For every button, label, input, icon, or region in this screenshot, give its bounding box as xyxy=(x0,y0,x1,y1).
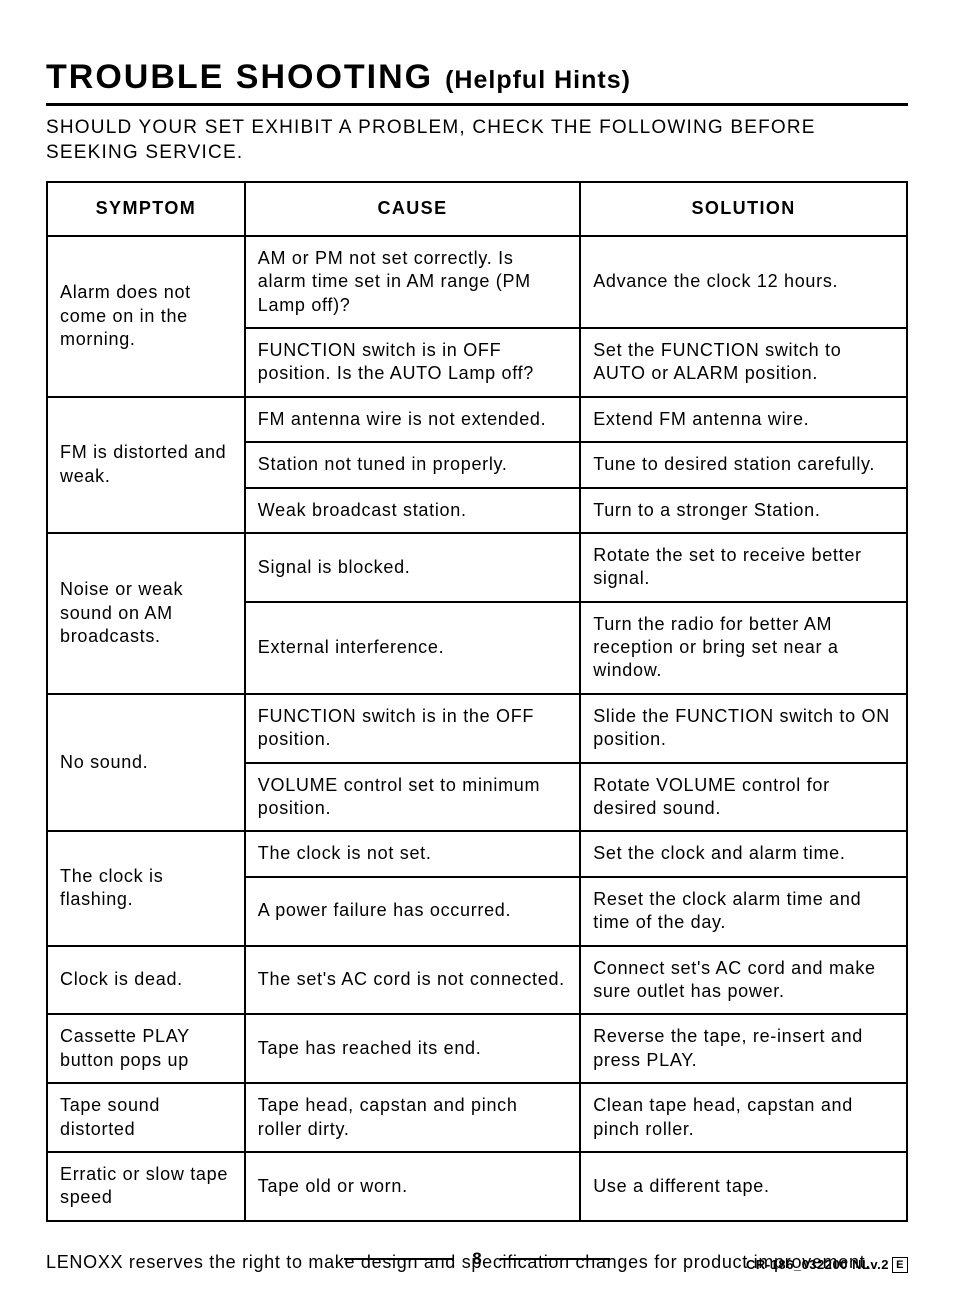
cell-cause: FUNCTION switch is in the OFF position. xyxy=(245,694,580,763)
cell-cause: Signal is blocked. xyxy=(245,533,580,602)
page-title-main: TROUBLE SHOOTING xyxy=(46,58,433,97)
footer-rule-left xyxy=(344,1258,454,1260)
page: TROUBLE SHOOTING (Helpful Hints) SHOULD … xyxy=(0,0,954,1313)
cell-solution: Rotate VOLUME control for desired sound. xyxy=(580,763,907,832)
table-row: Tape sound distortedTape head, capstan a… xyxy=(47,1083,907,1152)
troubleshooting-table: SYMPTOM CAUSE SOLUTION Alarm does not co… xyxy=(46,181,908,1221)
cell-solution: Slide the FUNCTION switch to ON position… xyxy=(580,694,907,763)
table-header-row: SYMPTOM CAUSE SOLUTION xyxy=(47,182,907,235)
cell-cause: FM antenna wire is not extended. xyxy=(245,397,580,442)
table-row: FM is distorted and weak.FM antenna wire… xyxy=(47,397,907,442)
table-row: No sound.FUNCTION switch is in the OFF p… xyxy=(47,694,907,763)
cell-symptom: The clock is flashing. xyxy=(47,831,245,945)
cell-cause: Weak broadcast station. xyxy=(245,488,580,533)
cell-cause: A power failure has occurred. xyxy=(245,877,580,946)
cell-cause: FUNCTION switch is in OFF position. Is t… xyxy=(245,328,580,397)
footer-doc-code-text: CR-186_032200 NLv.2 xyxy=(746,1257,889,1272)
cell-solution: Use a different tape. xyxy=(580,1152,907,1221)
cell-symptom: Clock is dead. xyxy=(47,946,245,1015)
table-row: Alarm does not come on in the morning.AM… xyxy=(47,236,907,328)
table-row: Clock is dead.The set's AC cord is not c… xyxy=(47,946,907,1015)
page-footer: 8 CR-186_032200 NLv.2 E xyxy=(46,1249,908,1273)
cell-solution: Turn the radio for better AM reception o… xyxy=(580,602,907,694)
footer-doc-code: CR-186_032200 NLv.2 E xyxy=(746,1257,908,1273)
table-body: Alarm does not come on in the morning.AM… xyxy=(47,236,907,1221)
cell-solution: Advance the clock 12 hours. xyxy=(580,236,907,328)
cell-symptom: Tape sound distorted xyxy=(47,1083,245,1152)
cell-cause: Tape old or worn. xyxy=(245,1152,580,1221)
cell-cause: VOLUME control set to minimum position. xyxy=(245,763,580,832)
cell-solution: Extend FM antenna wire. xyxy=(580,397,907,442)
cell-solution: Turn to a stronger Station. xyxy=(580,488,907,533)
cell-solution: Clean tape head, capstan and pinch rolle… xyxy=(580,1083,907,1152)
footer-rule-right xyxy=(500,1258,610,1260)
cell-cause: Tape has reached its end. xyxy=(245,1014,580,1083)
cell-cause: Station not tuned in properly. xyxy=(245,442,580,487)
page-title-row: TROUBLE SHOOTING (Helpful Hints) xyxy=(46,58,908,106)
intro-text: SHOULD YOUR SET EXHIBIT A PROBLEM, CHECK… xyxy=(46,116,908,165)
cell-cause: The set's AC cord is not connected. xyxy=(245,946,580,1015)
cell-solution: Reverse the tape, re-insert and press PL… xyxy=(580,1014,907,1083)
cell-solution: Rotate the set to receive better signal. xyxy=(580,533,907,602)
cell-solution: Set the FUNCTION switch to AUTO or ALARM… xyxy=(580,328,907,397)
table-row: Erratic or slow tape speedTape old or wo… xyxy=(47,1152,907,1221)
page-title-sub: (Helpful Hints) xyxy=(445,66,631,95)
cell-cause: External interference. xyxy=(245,602,580,694)
table-row: Cassette PLAY button pops upTape has rea… xyxy=(47,1014,907,1083)
cell-solution: Reset the clock alarm time and time of t… xyxy=(580,877,907,946)
table-row: Noise or weak sound on AM broadcasts.Sig… xyxy=(47,533,907,602)
table-header-symptom: SYMPTOM xyxy=(47,182,245,235)
footer-page-number: 8 xyxy=(472,1249,481,1269)
cell-solution: Set the clock and alarm time. xyxy=(580,831,907,876)
cell-solution: Connect set's AC cord and make sure outl… xyxy=(580,946,907,1015)
table-header-solution: SOLUTION xyxy=(580,182,907,235)
table-header-cause: CAUSE xyxy=(245,182,580,235)
cell-symptom: Cassette PLAY button pops up xyxy=(47,1014,245,1083)
cell-cause: The clock is not set. xyxy=(245,831,580,876)
cell-symptom: Noise or weak sound on AM broadcasts. xyxy=(47,533,245,694)
cell-symptom: Erratic or slow tape speed xyxy=(47,1152,245,1221)
footer-lang-box: E xyxy=(892,1257,908,1273)
cell-symptom: No sound. xyxy=(47,694,245,832)
cell-solution: Tune to desired station carefully. xyxy=(580,442,907,487)
cell-symptom: FM is distorted and weak. xyxy=(47,397,245,533)
cell-cause: Tape head, capstan and pinch roller dirt… xyxy=(245,1083,580,1152)
cell-cause: AM or PM not set correctly. Is alarm tim… xyxy=(245,236,580,328)
cell-symptom: Alarm does not come on in the morning. xyxy=(47,236,245,397)
table-row: The clock is flashing.The clock is not s… xyxy=(47,831,907,876)
